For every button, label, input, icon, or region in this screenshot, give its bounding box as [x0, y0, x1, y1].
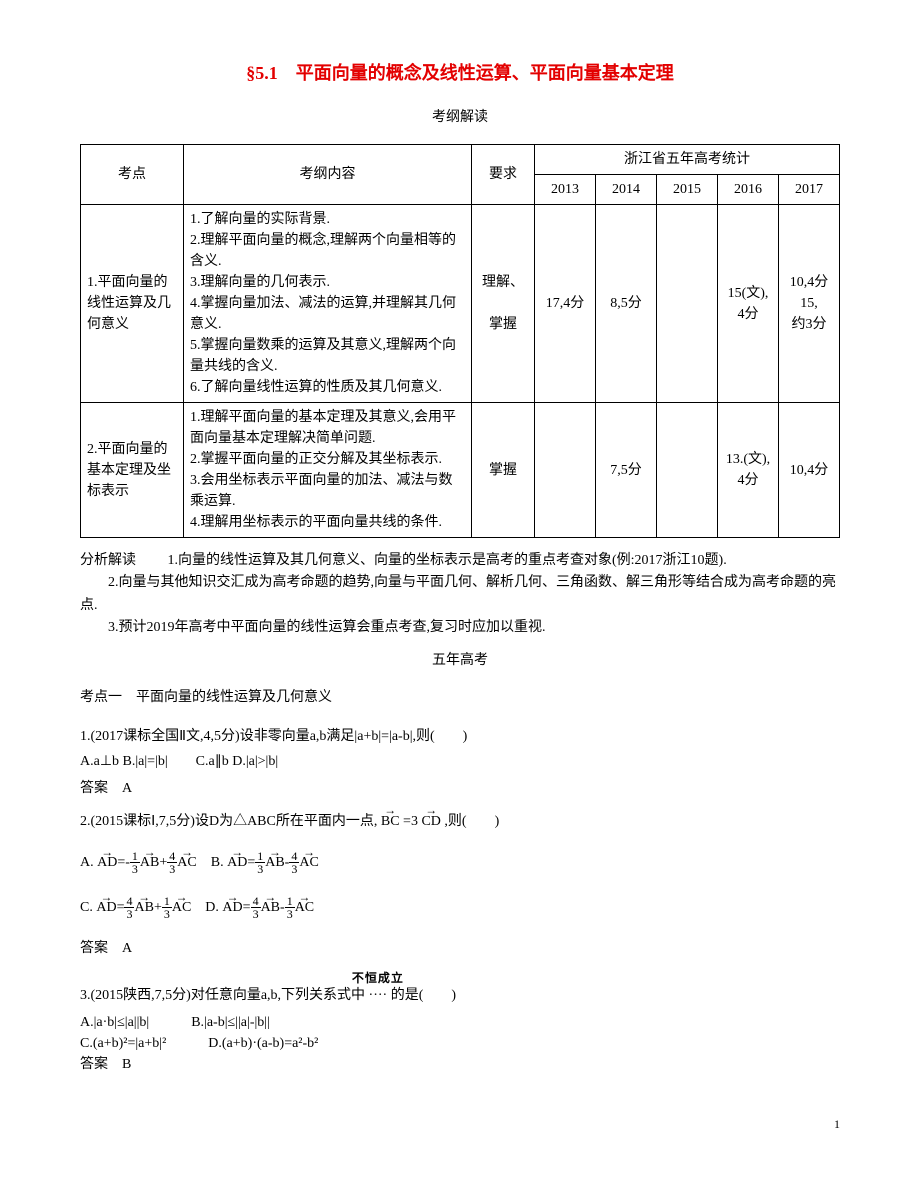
col-2017: 2017	[779, 175, 840, 205]
vector-ac: AC	[177, 848, 196, 879]
syllabus-subtitle: 考纲解读	[80, 107, 840, 128]
vector-ad: AD	[97, 848, 117, 879]
page-number: 1	[80, 1115, 840, 1133]
cell-2014: 7,5分	[596, 403, 657, 538]
cell-point: 1.平面向量的线性运算及几何意义	[81, 205, 184, 403]
vector-ab: AB	[140, 848, 159, 879]
analysis-block: 分析解读 1.向量的线性运算及其几何意义、向量的坐标表示是高考的重点考查对象(例…	[80, 550, 840, 640]
q3-options: A.|a·b|≤|a||b| B.|a-b|≤||a|-|b|| C.(a+b)…	[80, 1012, 840, 1054]
q3-stem-prefix: 3.(2015陕西,7,5分)对任意向量a,b,下列关系式中	[80, 988, 365, 1003]
q2-options-row2: C. AD=43AB+13AC D. AD=43AB-13AC	[80, 893, 840, 924]
opt-a-label: A.	[80, 855, 94, 870]
vector-ad: AD	[96, 893, 116, 924]
table-row: 1.平面向量的线性运算及几何意义 1.了解向量的实际背景. 2.理解平面向量的概…	[81, 205, 840, 403]
opt-a: A.|a·b|≤|a||b|	[80, 1015, 149, 1030]
emphasis-dots: ····	[369, 988, 388, 1003]
vector-ad: AD	[222, 893, 242, 924]
col-point: 考点	[81, 145, 184, 205]
col-2013: 2013	[535, 175, 596, 205]
opt-d-label: D.	[205, 900, 219, 915]
analysis-label: 分析解读	[80, 553, 136, 568]
question-2: 2.(2015课标Ⅰ,7,5分)设D为△ABC所在平面内一点, BC =3 CD…	[80, 809, 840, 834]
q3-stem-suffix: 的是( )	[391, 988, 456, 1003]
opt-d: D.(a+b)·(a-b)=a²-b²	[208, 1036, 318, 1051]
q2-answer: 答案 A	[80, 938, 840, 959]
col-2015: 2015	[657, 175, 718, 205]
answer-value: B	[122, 1057, 131, 1072]
cell-2016: 13.(文), 4分	[718, 403, 779, 538]
analysis-p2: 2.向量与其他知识交汇成为高考命题的趋势,向量与平面几何、解析几何、三角函数、解…	[80, 572, 840, 617]
q2-options-row1: A. AD=-13AB+43AC B. AD=13AB-43AC	[80, 848, 840, 879]
page-title: §5.1 平面向量的概念及线性运算、平面向量基本定理	[80, 60, 840, 87]
vector-ab: AB	[134, 893, 153, 924]
vector-ac: AC	[172, 893, 191, 924]
cell-2017: 10,4分	[779, 403, 840, 538]
analysis-p1: 1.向量的线性运算及其几何意义、向量的坐标表示是高考的重点考查对象(例:2017…	[168, 553, 727, 568]
cell-point: 2.平面向量的基本定理及坐标表示	[81, 403, 184, 538]
answer-label: 答案	[80, 941, 108, 956]
opt-c: C.(a+b)²=|a+b|²	[80, 1036, 166, 1051]
question-1: 1.(2017课标全国Ⅱ文,4,5分)设非零向量a,b满足|a+b|=|a-b|…	[80, 724, 840, 774]
q3-answer: 答案 B	[80, 1054, 840, 1075]
vector-cd: CD	[421, 809, 440, 834]
vector-ad: AD	[227, 848, 247, 879]
topic-1-heading: 考点一 平面向量的线性运算及几何意义	[80, 687, 840, 708]
vector-ab: AB	[265, 848, 284, 879]
opt-b-label: B.	[211, 855, 224, 870]
cell-req: 掌握	[472, 403, 535, 538]
col-2016: 2016	[718, 175, 779, 205]
syllabus-table: 考点 考纲内容 要求 浙江省五年高考统计 2013 2014 2015 2016…	[80, 144, 840, 538]
answer-value: A	[122, 781, 132, 796]
q1-options: A.a⊥b B.|a|=|b| C.a∥b D.|a|>|b|	[80, 754, 278, 769]
q2-eq: =3	[403, 814, 418, 829]
cell-2015	[657, 205, 718, 403]
opt-b: B.|a-b|≤||a|-|b||	[191, 1015, 270, 1030]
cell-2017: 10,4分 15, 约3分	[779, 205, 840, 403]
vector-ac: AC	[299, 848, 318, 879]
q2-stem-prefix: 2.(2015课标Ⅰ,7,5分)设D为△ABC所在平面内一点,	[80, 814, 377, 829]
answer-label: 答案	[80, 1057, 108, 1072]
answer-value: A	[122, 941, 132, 956]
cell-2013	[535, 403, 596, 538]
col-2014: 2014	[596, 175, 657, 205]
vector-ac: AC	[295, 893, 314, 924]
col-years-group: 浙江省五年高考统计	[535, 145, 840, 175]
cell-2016: 15(文), 4分	[718, 205, 779, 403]
cell-2015	[657, 403, 718, 538]
cell-req: 理解、 掌握	[472, 205, 535, 403]
table-row: 2.平面向量的基本定理及坐标表示 1.理解平面向量的基本定理及其意义,会用平面向…	[81, 403, 840, 538]
five-year-heading: 五年高考	[80, 650, 840, 671]
cell-2013: 17,4分	[535, 205, 596, 403]
table-header-row: 考点 考纲内容 要求 浙江省五年高考统计	[81, 145, 840, 175]
vector-bc: BC	[381, 809, 400, 834]
q2-stem-suffix: ,则( )	[444, 814, 499, 829]
analysis-p3: 3.预计2019年高考中平面向量的线性运算会重点考查,复习时应加以重视.	[80, 617, 840, 639]
answer-label: 答案	[80, 781, 108, 796]
col-content: 考纲内容	[184, 145, 472, 205]
question-3: 3.(2015陕西,7,5分)对任意向量a,b,下列关系式中 不恒成立 ····…	[80, 983, 840, 1008]
emphasis-text: 不恒成立	[352, 968, 404, 990]
cell-content: 1.理解平面向量的基本定理及其意义,会用平面向量基本定理解决简单问题. 2.掌握…	[184, 403, 472, 538]
q1-answer: 答案 A	[80, 778, 840, 799]
q1-stem: 1.(2017课标全国Ⅱ文,4,5分)设非零向量a,b满足|a+b|=|a-b|…	[80, 729, 467, 744]
col-req: 要求	[472, 145, 535, 205]
cell-2014: 8,5分	[596, 205, 657, 403]
cell-content: 1.了解向量的实际背景. 2.理解平面向量的概念,理解两个向量相等的含义. 3.…	[184, 205, 472, 403]
vector-ab: AB	[261, 893, 280, 924]
opt-c-label: C.	[80, 900, 93, 915]
emphasis-ruby: 不恒成立 ····	[369, 983, 388, 1008]
